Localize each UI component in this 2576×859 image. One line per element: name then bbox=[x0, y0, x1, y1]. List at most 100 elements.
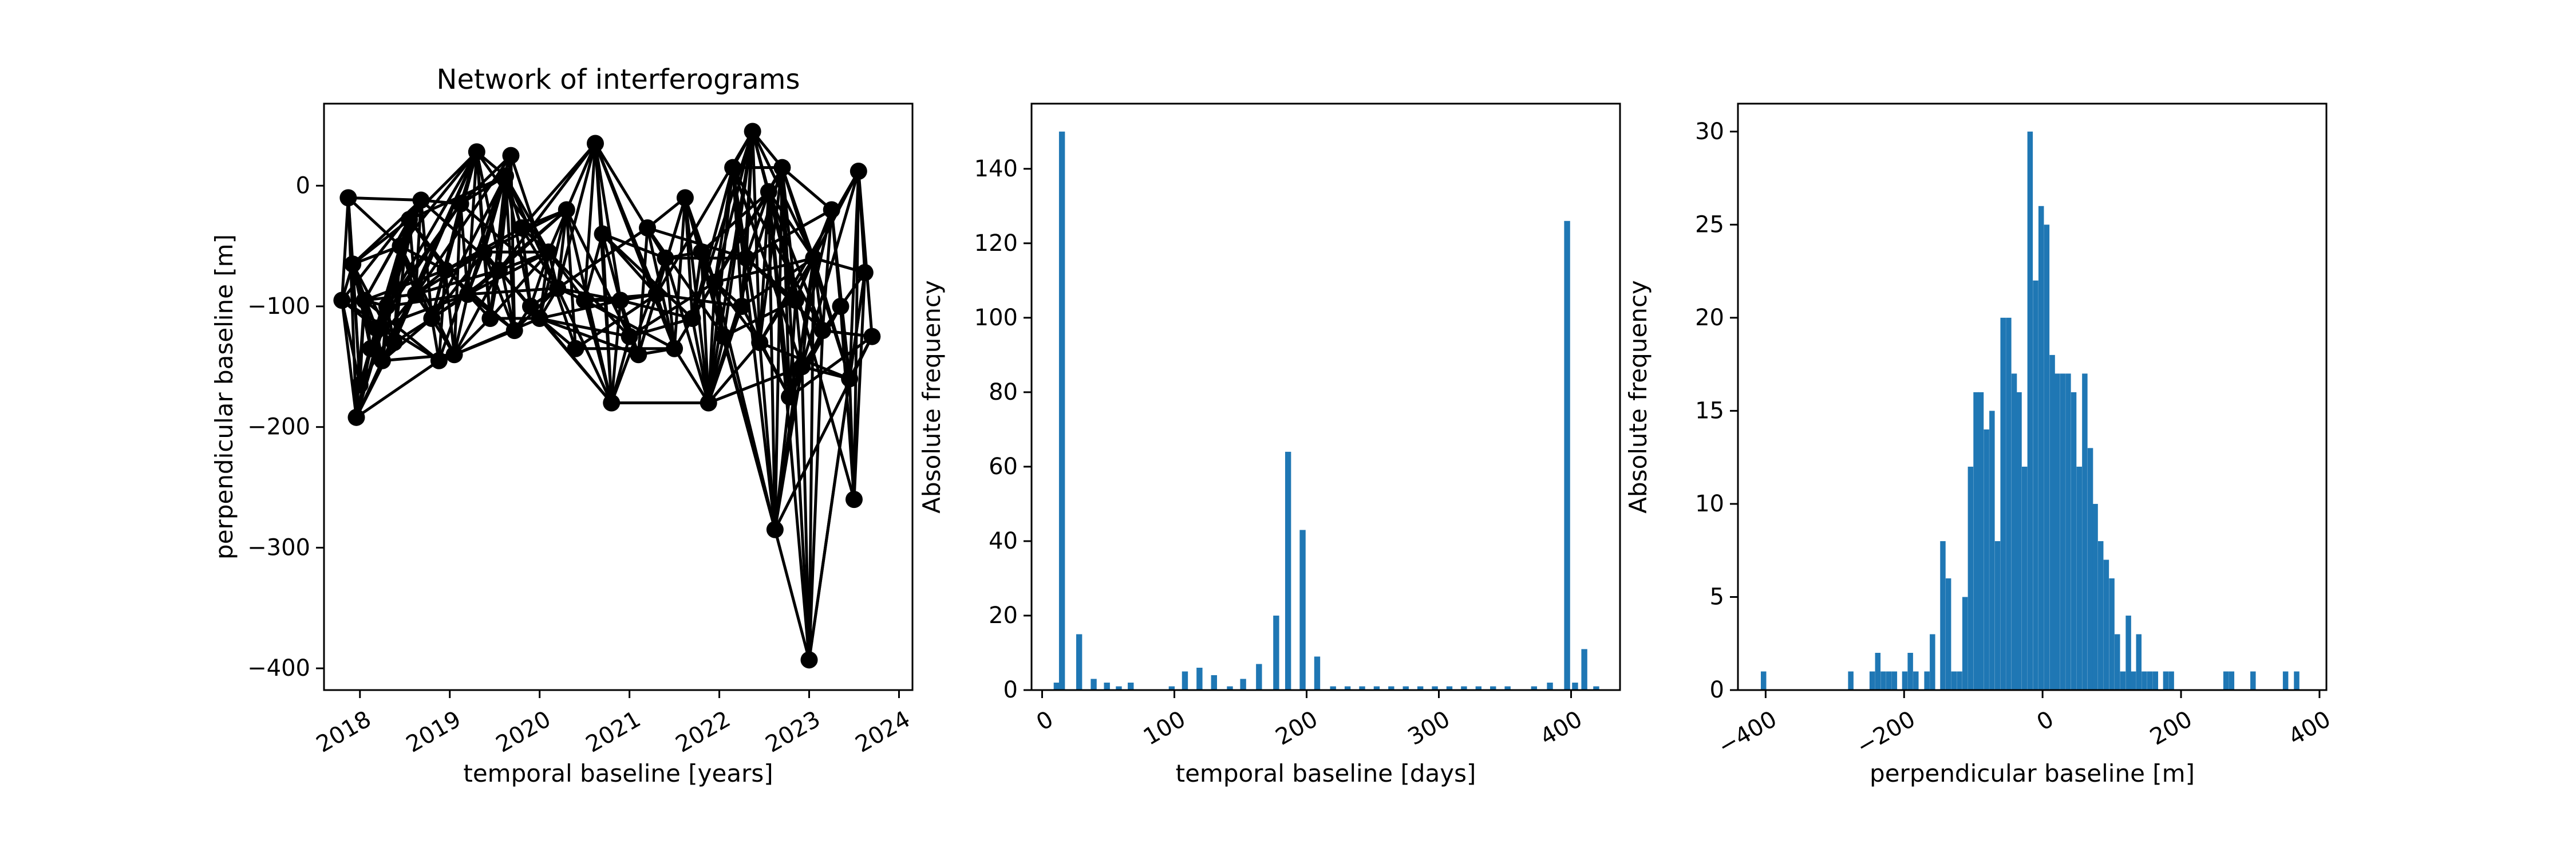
x-axis-label: temporal baseline [years] bbox=[463, 759, 773, 787]
interferogram-edge bbox=[646, 227, 725, 338]
acquisition-point bbox=[491, 261, 508, 279]
acquisition-point bbox=[540, 243, 558, 261]
histogram-bar bbox=[2054, 373, 2060, 690]
acquisition-point bbox=[401, 211, 418, 228]
acquisition-point bbox=[773, 159, 791, 176]
interferogram-edge bbox=[459, 154, 512, 205]
interferogram-edge bbox=[673, 348, 710, 404]
histogram-bar bbox=[2223, 671, 2229, 690]
interferogram-edge bbox=[852, 171, 860, 500]
interferogram-edge bbox=[538, 317, 613, 404]
histogram-bar bbox=[1359, 686, 1365, 690]
histogram-bar bbox=[1989, 411, 1995, 690]
interferogram-edge bbox=[482, 251, 492, 319]
y-tick-label: 10 bbox=[1695, 491, 1724, 517]
interferogram-edge bbox=[414, 200, 422, 295]
histogram-bar bbox=[2250, 671, 2256, 690]
interferogram-edge bbox=[381, 317, 433, 362]
y-tick-label: 40 bbox=[989, 528, 1018, 554]
acquisition-point bbox=[502, 147, 520, 164]
acquisition-point bbox=[666, 340, 683, 357]
interferogram-edge bbox=[348, 196, 421, 202]
y-tick-label: 30 bbox=[1695, 119, 1724, 145]
histogram-bar bbox=[2125, 615, 2131, 690]
acquisition-point bbox=[339, 189, 357, 207]
histogram-bar bbox=[1417, 686, 1424, 690]
x-tick-label: 0 bbox=[2032, 706, 2058, 736]
acquisition-point bbox=[603, 394, 621, 412]
interferogram-edge bbox=[852, 272, 867, 500]
interferogram-edge bbox=[663, 258, 676, 349]
histogram-bar bbox=[2016, 392, 2022, 690]
interferogram-edge bbox=[340, 300, 362, 385]
histogram-bar bbox=[2087, 448, 2093, 690]
acquisition-point bbox=[407, 285, 425, 303]
acquisition-point bbox=[733, 297, 750, 315]
acquisition-point bbox=[558, 201, 575, 219]
y-tick-label: −200 bbox=[247, 414, 310, 440]
histogram-bar bbox=[1091, 679, 1097, 690]
interferogram-edge bbox=[583, 233, 604, 301]
acquisition-point bbox=[751, 334, 769, 352]
acquisition-point bbox=[374, 352, 392, 369]
interferogram-edge bbox=[700, 252, 710, 403]
histogram-bar bbox=[2142, 671, 2147, 690]
histogram-bar bbox=[2168, 671, 2174, 690]
interferogram-edge bbox=[773, 167, 784, 530]
x-tick-label: 0 bbox=[1032, 706, 1058, 736]
histogram-bar bbox=[1924, 671, 1930, 690]
acquisition-point bbox=[630, 346, 647, 364]
histogram-bar bbox=[2120, 671, 2126, 690]
histogram-bar bbox=[2060, 373, 2065, 690]
histogram-bar bbox=[1984, 429, 1989, 690]
histogram-bar bbox=[2021, 466, 2028, 690]
chart-title: Network of interferograms bbox=[437, 64, 800, 96]
histogram-bar bbox=[2071, 392, 2077, 690]
histogram-bar bbox=[1957, 671, 1962, 690]
interferogram-edge bbox=[355, 359, 440, 419]
interferogram-edge bbox=[539, 317, 630, 338]
acquisition-point bbox=[333, 291, 351, 309]
histogram-bar bbox=[1490, 686, 1496, 690]
acquisition-point bbox=[706, 273, 724, 291]
interferogram-edge bbox=[565, 210, 577, 349]
histogram-bars bbox=[1053, 131, 1599, 690]
histogram-bar bbox=[1432, 686, 1438, 690]
interferogram-edge bbox=[399, 151, 478, 247]
histogram-bar bbox=[2011, 373, 2017, 690]
interferogram-edge bbox=[601, 234, 613, 403]
histogram-bar bbox=[2065, 373, 2071, 690]
histogram-bar bbox=[1373, 686, 1380, 690]
interferogram-edge bbox=[437, 270, 447, 361]
histogram-bar bbox=[2109, 578, 2115, 690]
acquisition-point bbox=[505, 322, 523, 340]
histogram-bar bbox=[1128, 682, 1134, 690]
histogram-bar bbox=[1930, 634, 1935, 690]
interferogram-edge bbox=[745, 191, 771, 259]
histogram-bar bbox=[1994, 541, 2001, 690]
histogram-bar bbox=[1211, 675, 1217, 690]
acquisition-point bbox=[744, 123, 761, 140]
x-axis-label: temporal baseline [days] bbox=[1176, 759, 1476, 787]
interferogram-edge bbox=[499, 250, 550, 272]
histogram-bar bbox=[2038, 206, 2044, 690]
interferogram-edge bbox=[399, 245, 456, 356]
interferogram-edge bbox=[466, 152, 479, 295]
interferogram-edge bbox=[655, 197, 687, 295]
histogram-bar bbox=[1475, 686, 1482, 690]
acquisition-point bbox=[724, 159, 742, 176]
y-tick-label: 20 bbox=[1695, 305, 1724, 331]
acquisition-point bbox=[760, 183, 777, 200]
interferogram-edge bbox=[453, 294, 469, 355]
histogram-bar bbox=[1848, 671, 1854, 690]
histogram-bar bbox=[1940, 541, 1946, 690]
interferogram-edge bbox=[340, 300, 358, 418]
interferogram-edge bbox=[475, 151, 516, 331]
interferogram-edge bbox=[529, 251, 550, 307]
histogram-bar bbox=[1116, 686, 1122, 690]
histogram-bar bbox=[1531, 686, 1538, 690]
histogram-bar bbox=[2147, 671, 2153, 690]
histogram-bar bbox=[1168, 686, 1175, 690]
acquisition-point bbox=[647, 285, 665, 303]
